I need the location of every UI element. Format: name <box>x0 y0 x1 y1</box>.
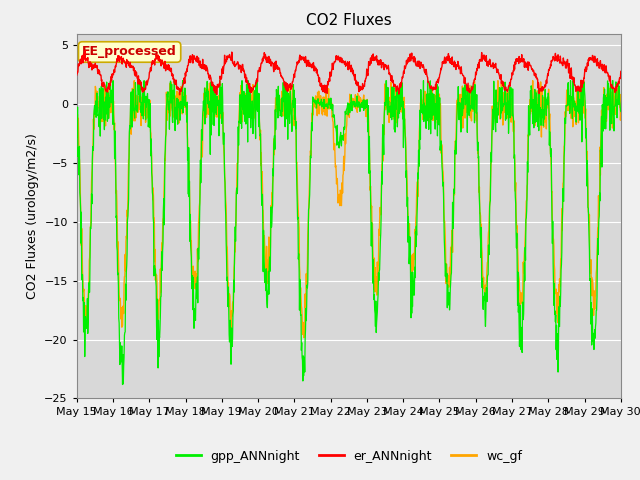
Y-axis label: CO2 Fluxes (urology/m2/s): CO2 Fluxes (urology/m2/s) <box>26 133 38 299</box>
Legend: gpp_ANNnight, er_ANNnight, wc_gf: gpp_ANNnight, er_ANNnight, wc_gf <box>171 445 527 468</box>
Text: EE_processed: EE_processed <box>82 46 177 59</box>
Title: CO2 Fluxes: CO2 Fluxes <box>306 13 392 28</box>
